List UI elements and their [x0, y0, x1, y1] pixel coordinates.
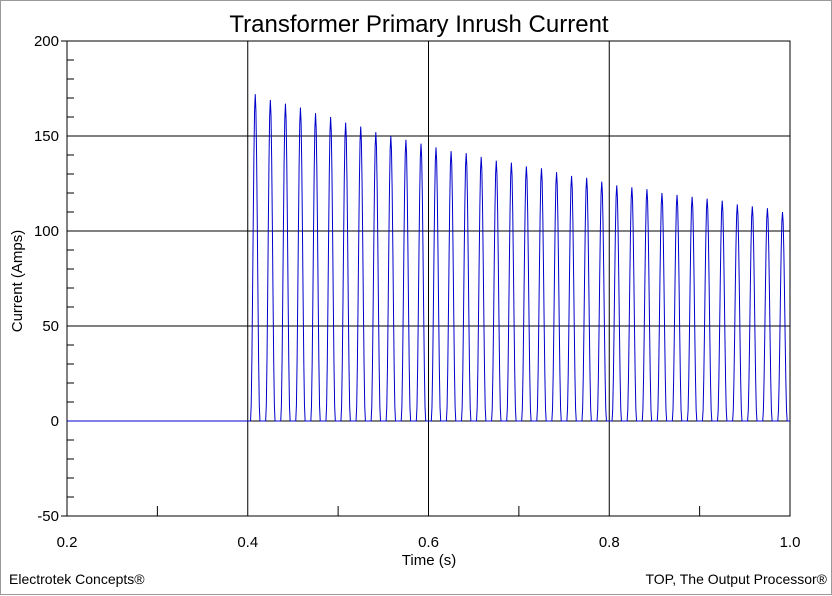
- y-tick-label: 200: [34, 33, 59, 50]
- y-tick-label: 0: [51, 413, 59, 430]
- inrush-current-line: [67, 94, 790, 422]
- x-axis-label: Time (s): [402, 552, 456, 569]
- x-tick-labels: 0.2 0.4 0.6 0.8 1.0: [57, 534, 801, 551]
- y-tick-labels: -50 0 50 100 150 200: [34, 33, 59, 525]
- series-group: [67, 94, 790, 422]
- y-tick-label: 50: [42, 318, 59, 335]
- y-tick-label: -50: [37, 508, 59, 525]
- x-tick-label: 0.4: [237, 534, 258, 551]
- x-tick-label: 1.0: [780, 534, 801, 551]
- footer-left-credit: Electrotek Concepts®: [9, 571, 145, 587]
- minor-ticks: [67, 59, 701, 516]
- footer-right-credit: TOP, The Output Processor®: [645, 571, 827, 587]
- chart-title: Transformer Primary Inrush Current: [229, 11, 609, 38]
- y-tick-label: 100: [34, 223, 59, 240]
- x-tick-label: 0.2: [57, 534, 78, 551]
- x-tick-label: 0.8: [599, 534, 620, 551]
- x-tick-label: 0.6: [418, 534, 439, 551]
- y-axis-label: Current (Amps): [9, 230, 26, 333]
- y-tick-label: 150: [34, 128, 59, 145]
